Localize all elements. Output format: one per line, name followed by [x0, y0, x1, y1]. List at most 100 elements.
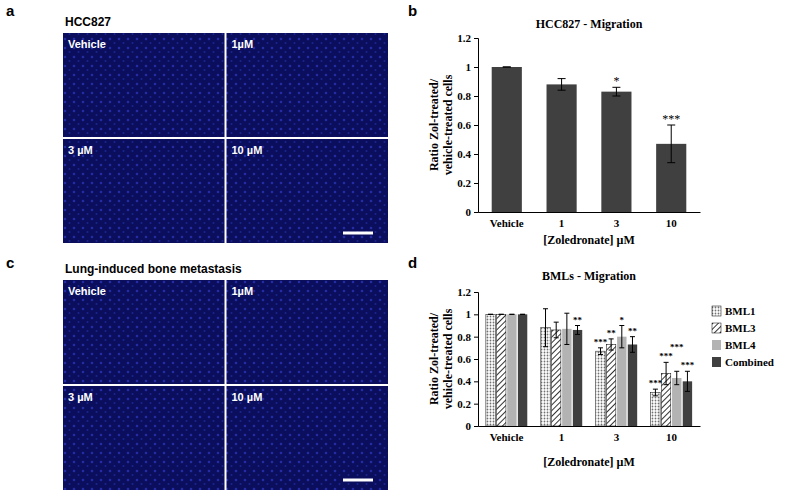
error-cap — [685, 371, 690, 372]
tick-mark — [474, 404, 478, 405]
error-bar — [600, 348, 601, 355]
annotations: ********************** — [573, 315, 695, 389]
tick-mark — [474, 359, 478, 360]
tick-mark — [474, 38, 478, 39]
tick: 1 — [466, 61, 479, 73]
panel-letter: a — [6, 2, 15, 19]
image-tile — [63, 280, 225, 384]
error-bar — [671, 125, 672, 163]
x-axis: Vehicle1310 — [479, 426, 701, 443]
tick-label: 3 — [614, 431, 620, 443]
error-bar — [655, 389, 656, 396]
significance: *** — [681, 360, 695, 370]
tick: 1 — [559, 426, 565, 443]
bar — [628, 344, 637, 426]
tick-label: 0.2 — [457, 177, 471, 189]
tick: 1.2 — [457, 32, 478, 44]
tick-mark — [474, 154, 478, 155]
error-cap — [674, 371, 679, 372]
bar — [596, 351, 605, 426]
error-cap — [488, 314, 493, 315]
tick: Vehicle — [490, 426, 524, 443]
x-axis-title: [Zoledronate] µM — [543, 455, 635, 469]
tick: 0.2 — [457, 398, 478, 410]
bar — [551, 330, 560, 426]
panel-letter: b — [408, 2, 417, 19]
error-cap — [499, 314, 504, 315]
image-tile — [227, 280, 389, 384]
tick-label: Vehicle — [490, 431, 524, 443]
error-bar — [666, 362, 667, 384]
image-tile — [63, 386, 225, 490]
image-tile — [63, 139, 225, 243]
chart-title: HCC827 - Migration — [536, 17, 643, 31]
x-axis-title: [Zoledronate] µM — [543, 233, 635, 247]
error-cap — [558, 90, 566, 91]
error-cap — [575, 334, 580, 335]
tick: 1 — [559, 212, 565, 229]
scale-bar — [343, 232, 373, 235]
error-cap — [630, 352, 635, 353]
tick-label: 0.8 — [457, 90, 471, 102]
image-panel: cLung-induced bone metastasisVehicle1µM3… — [6, 254, 388, 490]
tick-mark — [474, 67, 478, 68]
error-cap — [612, 96, 620, 97]
error-cap — [685, 391, 690, 392]
tick-label: 3 — [614, 217, 620, 229]
tick-label: 0.6 — [457, 353, 471, 365]
significance: * — [613, 74, 619, 88]
image-tile — [227, 33, 389, 137]
tile-label: Vehicle — [68, 285, 106, 297]
bar — [672, 378, 681, 426]
error-bar — [566, 313, 567, 344]
plot-marks — [486, 309, 692, 426]
error-cap — [575, 325, 580, 326]
error-cap — [653, 389, 658, 390]
panel-letter: d — [408, 254, 417, 271]
error-cap — [664, 384, 669, 385]
significance: *** — [662, 112, 680, 126]
tick-label: 0 — [466, 206, 472, 218]
error-bar — [676, 371, 677, 384]
chart: b HCC827 - Migration 0 0.2 0.4 0.6 0.8 1 1.2 Vehi… — [408, 2, 701, 247]
legend-label: BML1 — [725, 305, 756, 317]
error-cap — [653, 395, 658, 396]
significance: *** — [659, 351, 673, 361]
significance: *** — [670, 342, 684, 352]
legend-label: BML3 — [725, 322, 756, 334]
bar — [573, 330, 582, 426]
tile-label: 1µM — [232, 285, 254, 297]
tile-label: Vehicle — [68, 38, 106, 50]
tick: 0 — [466, 206, 479, 218]
error-bar — [687, 371, 688, 391]
tick: Vehicle — [490, 212, 524, 229]
tick: 0.4 — [457, 148, 478, 160]
legend-label: Combined — [725, 356, 774, 368]
tick: 0.6 — [457, 353, 478, 365]
tick-mark — [474, 337, 478, 338]
bar — [547, 84, 577, 212]
tick: 0.6 — [457, 119, 478, 131]
image-panel: aHCC827Vehicle1µM3 µM10 µM — [6, 2, 388, 243]
error-bar — [616, 87, 617, 96]
tick-mark — [474, 125, 478, 126]
tick-label: 1 — [559, 431, 565, 443]
error-bar — [621, 326, 622, 348]
y-axis-title: Ratio Zol-treated/vehicle-treated cells — [427, 308, 455, 409]
error-cap — [499, 314, 504, 315]
error-cap — [543, 308, 548, 309]
tick-mark — [474, 292, 478, 293]
bar — [651, 393, 660, 427]
tick-label: 0 — [466, 420, 472, 432]
chart: dBMLs - Migration00.20.40.60.811.2Vehicl… — [408, 254, 774, 469]
y-axis-title: Ratio Zol-treated/vehicle-treated cells — [427, 74, 455, 175]
error-cap — [630, 336, 635, 337]
tile-label: 1µM — [232, 38, 254, 50]
error-cap — [664, 362, 669, 363]
error-cap — [554, 337, 559, 338]
legend: BML1BML3BML4Combined — [712, 305, 774, 368]
error-cap — [619, 347, 624, 348]
error-cap — [543, 346, 548, 347]
bar — [518, 314, 527, 426]
error-cap — [520, 314, 525, 315]
